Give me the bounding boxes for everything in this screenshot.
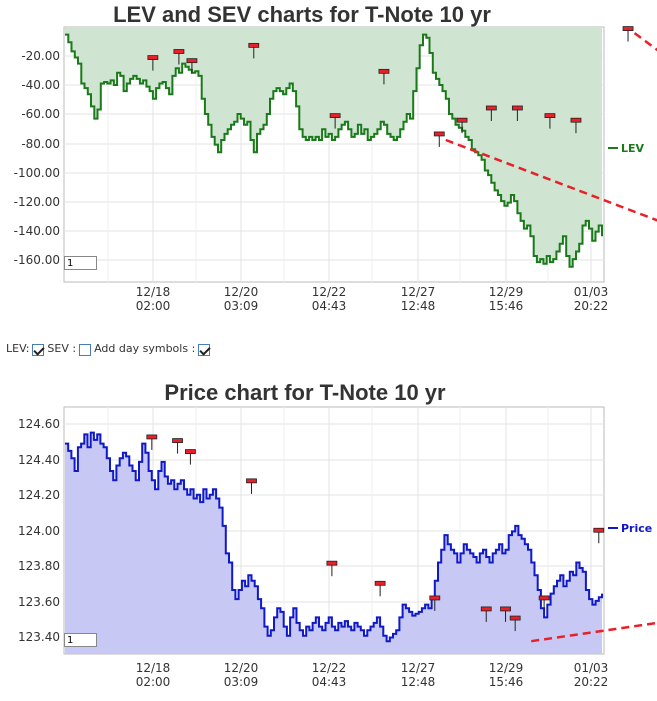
trend-arrow <box>531 621 657 643</box>
x-tick-date: 12/29 <box>489 661 524 675</box>
y-tick-label: 124.40 <box>18 453 60 467</box>
lev-markers <box>147 26 634 147</box>
x-tick-time: 12:48 <box>401 299 436 313</box>
sev-checkbox-label: SEV : <box>47 342 77 355</box>
day-symbols-checkbox[interactable] <box>198 343 211 356</box>
x-tick-date: 12/22 <box>312 661 347 675</box>
x-tick-date: 01/03 <box>574 661 609 675</box>
x-tick-date: 12/22 <box>312 285 347 299</box>
event-marker <box>248 42 260 59</box>
x-tick-time: 20:22 <box>574 299 609 313</box>
x-tick-time: 03:09 <box>224 299 259 313</box>
event-marker <box>326 560 338 577</box>
event-marker <box>456 117 468 134</box>
x-tick-date: 12/27 <box>401 285 436 299</box>
price-y-axis: 124.60 124.40 124.20 124.00 123.80 123.60 123.… <box>18 417 60 644</box>
x-tick-date: 12/27 <box>401 661 436 675</box>
sev-checkbox[interactable] <box>79 343 92 356</box>
lev-chart-title: LEV and SEV charts for T-Note 10 yr <box>113 2 491 27</box>
lev-legend-label: LEV <box>621 142 645 155</box>
lev-zoom-input[interactable]: 1 <box>64 256 97 270</box>
event-marker <box>480 606 492 622</box>
x-tick-time: 15:46 <box>489 675 524 689</box>
price-trend-lines <box>531 621 657 643</box>
price-line <box>65 431 603 643</box>
price-area <box>65 432 602 654</box>
lev-legend: LEV <box>608 142 645 155</box>
y-tick-label: 123.40 <box>18 630 60 644</box>
event-marker <box>172 438 183 454</box>
y-tick-label: 124.00 <box>18 524 60 538</box>
price-legend: Price <box>608 522 652 535</box>
y-tick-label: -20.00 <box>21 49 60 63</box>
event-marker <box>429 595 441 611</box>
event-marker <box>147 55 159 71</box>
event-marker <box>485 105 497 121</box>
event-marker <box>246 478 257 494</box>
y-tick-label: 123.60 <box>18 595 60 609</box>
lev-line <box>65 33 603 268</box>
event-marker <box>433 131 445 147</box>
x-tick-time: 15:46 <box>489 299 524 313</box>
lev-y-axis: -20.00 -40.00 -60.00 -80.00 -100.00 -120.00 -1… <box>14 49 60 267</box>
x-tick-date: 12/20 <box>224 661 259 675</box>
x-tick-time: 20:22 <box>574 675 609 689</box>
event-marker <box>538 595 550 611</box>
y-tick-label: 124.20 <box>18 488 60 502</box>
lev-chart: LEV and SEV charts for T-Note 10 yr -20.… <box>14 2 657 313</box>
x-tick-time: 04:43 <box>312 675 347 689</box>
x-tick-date: 01/03 <box>574 285 609 299</box>
x-tick-time: 12:48 <box>401 675 436 689</box>
trend-arrow <box>445 138 657 222</box>
event-marker <box>185 449 196 465</box>
event-marker <box>329 113 341 129</box>
x-tick-time: 02:00 <box>136 299 171 313</box>
event-marker <box>146 434 158 450</box>
price-zoom-input[interactable]: 1 <box>64 633 97 647</box>
event-marker <box>186 58 198 74</box>
price-chart-title: Price chart for T-Note 10 yr <box>164 380 446 405</box>
x-tick-date: 12/18 <box>136 661 171 675</box>
event-marker <box>593 527 605 544</box>
event-marker <box>570 117 582 134</box>
event-marker <box>374 580 386 597</box>
lev-checkbox-label: LEV: <box>6 342 30 355</box>
chart-options: LEV: SEV : Add day symbols : <box>6 342 211 356</box>
trend-arrow <box>633 32 657 52</box>
event-marker <box>378 68 390 85</box>
y-tick-label: -140.00 <box>14 224 60 238</box>
x-tick-time: 04:43 <box>312 299 347 313</box>
x-tick-date: 12/29 <box>489 285 524 299</box>
y-tick-label: -80.00 <box>21 137 60 151</box>
y-tick-label: -60.00 <box>21 107 60 121</box>
x-tick-time: 03:09 <box>224 675 259 689</box>
event-marker <box>622 26 634 42</box>
y-tick-label: -100.00 <box>14 166 60 180</box>
price-chart: Price chart for T-Note 10 yr 124.60 124.4… <box>18 380 657 689</box>
y-tick-label: -40.00 <box>21 78 60 92</box>
price-markers <box>146 434 605 632</box>
x-tick-date: 12/18 <box>136 285 171 299</box>
event-marker <box>500 606 511 622</box>
y-tick-label: -120.00 <box>14 195 60 209</box>
lev-checkbox[interactable] <box>32 343 45 356</box>
y-tick-label: 123.80 <box>18 559 60 573</box>
event-marker <box>509 615 521 632</box>
y-tick-label: -160.00 <box>14 253 60 267</box>
day-symbols-checkbox-label: Add day symbols : <box>94 342 196 355</box>
y-tick-label: 124.60 <box>18 417 60 431</box>
lev-area <box>65 27 602 267</box>
event-marker <box>511 105 523 121</box>
price-legend-label: Price <box>621 522 652 535</box>
event-marker <box>544 113 556 129</box>
x-tick-date: 12/20 <box>224 285 259 299</box>
x-tick-time: 02:00 <box>136 675 171 689</box>
lev-trend-lines <box>445 32 657 222</box>
event-marker <box>173 49 185 65</box>
